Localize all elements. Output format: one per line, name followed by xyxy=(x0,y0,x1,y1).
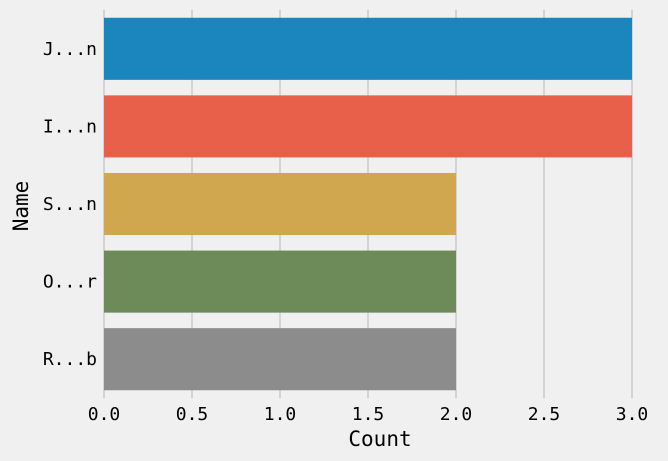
y-axis-label: Name xyxy=(9,181,33,232)
x-tick-label: 0.5 xyxy=(176,404,209,425)
x-tick-label: 1.0 xyxy=(264,404,297,425)
y-tick-label: O...r xyxy=(43,272,97,293)
bar-4 xyxy=(104,328,456,391)
y-tick-label: J...n xyxy=(43,39,97,60)
bar-3 xyxy=(104,250,456,313)
bars xyxy=(104,17,632,391)
bar-2 xyxy=(104,172,456,236)
x-tick-label: 2.0 xyxy=(440,404,473,425)
y-tick-label: S...n xyxy=(43,194,97,215)
bar-0 xyxy=(104,17,632,80)
x-tick-labels: 0.0 0.5 1.0 1.5 2.0 2.5 3.0 xyxy=(88,404,649,425)
x-tick-label: 2.5 xyxy=(528,404,561,425)
x-tick-label: 1.5 xyxy=(352,404,385,425)
x-tick-label: 3.0 xyxy=(616,404,649,425)
y-tick-label: I...n xyxy=(43,116,97,137)
y-tick-label: R...b xyxy=(43,349,97,370)
y-tick-labels: J...n I...n S...n O...r R...b xyxy=(43,39,97,370)
bar-1 xyxy=(104,95,632,158)
x-axis-label: Count xyxy=(348,427,411,451)
x-tick-label: 0.0 xyxy=(88,404,121,425)
